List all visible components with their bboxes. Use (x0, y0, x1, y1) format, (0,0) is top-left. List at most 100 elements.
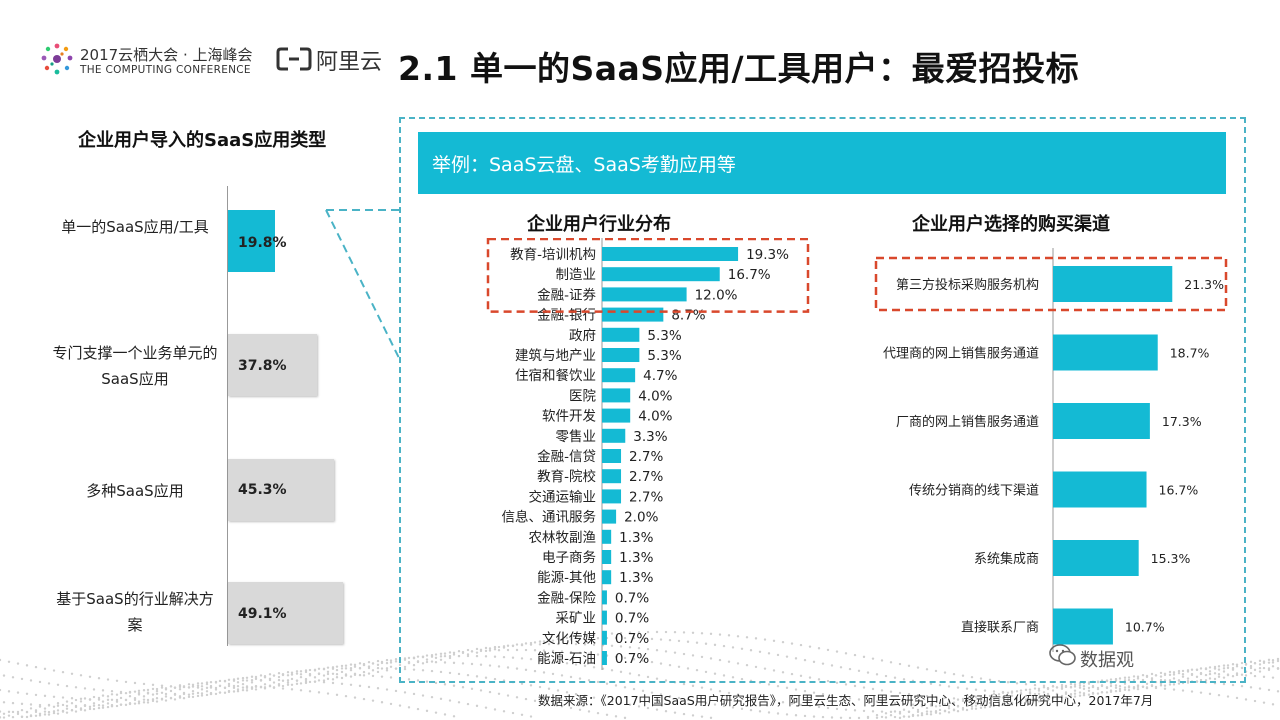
conference-logo: 2017云栖大会 · 上海峰会 THE COMPUTING CONFERENCE… (40, 40, 420, 84)
left-value-single-saas: 19.8% (238, 235, 287, 251)
industry-category-label-7: 医院 (569, 388, 597, 404)
watermark-text: 数据观 (1080, 650, 1134, 671)
channel-category-label-2: 厂商的网上销售服务通道 (896, 414, 1039, 430)
industry-bar-10 (602, 449, 622, 463)
channel-value-label-0: 21.3% (1184, 277, 1224, 292)
industry-value-label-0: 19.3% (746, 247, 789, 263)
industry-bar-6 (602, 368, 636, 383)
industry-bar-3 (602, 307, 664, 322)
industry-category-label-8: 软件开发 (542, 409, 596, 425)
industry-category-label-14: 农林牧副渔 (529, 530, 597, 546)
channel-value-label-1: 18.7% (1170, 346, 1210, 361)
left-row-label-multiple-saas: 多种SaaS应用 (86, 482, 184, 500)
industry-value-label-3: 8.7% (671, 308, 705, 324)
channel-bar-0 (1053, 266, 1173, 302)
industry-category-label-16: 能源-其他 (537, 570, 596, 586)
industry-highlight-box (486, 238, 810, 313)
industry-category-label-13: 信息、通讯服务 (502, 509, 597, 526)
channel-value-label-4: 15.3% (1151, 551, 1191, 566)
channel-bar-2 (1053, 403, 1150, 439)
industry-value-label-4: 5.3% (647, 328, 681, 344)
industry-value-label-7: 4.0% (638, 388, 672, 404)
industry-value-label-16: 1.3% (619, 570, 653, 586)
industry-category-label-18: 采矿业 (556, 611, 597, 627)
industry-bar-0 (602, 247, 739, 261)
wechat-watermark-icon (1049, 644, 1076, 666)
industry-value-label-5: 5.3% (647, 348, 681, 364)
callout-connector (325, 209, 401, 361)
channel-category-label-0: 第三方投标采购服务机构 (896, 277, 1039, 293)
industry-bar-7 (602, 388, 631, 403)
industry-value-label-2: 12.0% (695, 287, 738, 303)
industry-bar-16 (602, 570, 612, 585)
aliyun-brand-text: 阿里云 (316, 50, 383, 75)
industry-bar-18 (602, 610, 607, 625)
industry-bar-9 (602, 428, 626, 443)
industry-category-label-19: 文化传媒 (542, 631, 596, 647)
left-row-label-industry-solution: 基于SaaS的行业解决方案 (56, 590, 214, 634)
industry-category-label-15: 电子商务 (542, 550, 596, 566)
example-banner-text: 举例：SaaS云盘、SaaS考勤应用等 (432, 154, 736, 176)
industry-value-label-8: 4.0% (638, 409, 672, 425)
dotted-wave-background (0, 630, 1280, 720)
industry-bar-17 (602, 590, 607, 605)
industry-category-label-10: 金融-信贷 (537, 449, 596, 465)
industry-category-label-1: 制造业 (556, 267, 597, 283)
channel-value-label-2: 17.3% (1162, 414, 1202, 429)
data-source-note: 数据来源：《2017中国SaaS用户研究报告》，阿里云生态、阿里云研究中心、移动… (538, 693, 1154, 708)
industry-chart-title: 企业用户行业分布 (527, 214, 671, 235)
industry-category-label-12: 交通运输业 (529, 488, 597, 505)
channel-bar-3 (1053, 471, 1147, 508)
industry-category-label-3: 金融-银行 (537, 308, 596, 324)
industry-bar-4 (602, 327, 640, 342)
industry-value-label-11: 2.7% (629, 469, 663, 485)
conference-mark-icon (41, 43, 73, 75)
industry-value-label-12: 2.7% (629, 489, 663, 505)
left-bar-business-unit (228, 334, 317, 396)
channel-category-label-1: 代理商的网上销售服务通道 (883, 346, 1039, 362)
industry-bar-2 (602, 287, 687, 302)
channel-value-label-5: 10.7% (1125, 620, 1165, 635)
industry-category-label-5: 建筑与地产业 (515, 348, 596, 364)
industry-bar-5 (602, 348, 640, 362)
purchase-channel-chart: 第三方投标采购服务机构 21.3% 代理商的网上销售服务通道 18.7% 厂商的网上销售… (874, 248, 1228, 652)
industry-category-label-11: 教育-院校 (537, 468, 596, 485)
industry-value-label-19: 0.7% (615, 631, 649, 647)
industry-distribution-chart: 教育-培训机构 19.3% 制造业 16.7% 金融-证券 12.0% 金融-银行 8.7% 政… (486, 238, 810, 670)
industry-category-label-4: 政府 (569, 328, 596, 344)
industry-value-label-17: 0.7% (615, 590, 649, 606)
detail-panel (399, 117, 1246, 683)
left-bar-single-saas (228, 210, 275, 272)
industry-bar-1 (602, 267, 720, 282)
channel-highlight-box (874, 256, 1228, 312)
left-value-business-unit: 37.8% (238, 358, 287, 374)
industry-bar-20 (602, 651, 607, 665)
left-value-multiple-saas: 45.3% (238, 482, 287, 498)
industry-value-label-6: 4.7% (643, 368, 677, 384)
industry-category-label-0: 教育-培训机构 (510, 247, 596, 263)
industry-bar-12 (602, 489, 622, 504)
channel-bar-5 (1053, 608, 1113, 645)
industry-bar-14 (602, 529, 612, 544)
left-bar-multiple-saas (228, 459, 334, 521)
industry-value-label-9: 3.3% (633, 429, 667, 445)
industry-bar-15 (602, 550, 612, 564)
channel-category-label-5: 直接联系厂商 (961, 620, 1039, 636)
left-chart-title: 企业用户导入的SaaS应用类型 (78, 130, 327, 151)
industry-bar-8 (602, 408, 631, 423)
industry-category-label-17: 金融-保险 (537, 590, 596, 606)
conference-title: 2017云栖大会 · 上海峰会 (80, 46, 253, 64)
channel-value-label-3: 16.7% (1159, 483, 1199, 498)
page-title: 2.1 单一的SaaS应用/工具用户：最爱招投标 (398, 49, 1080, 88)
left-row-label-single-saas: 单一的SaaS应用/工具 (61, 218, 209, 236)
industry-category-label-20: 能源-石油 (537, 651, 596, 667)
example-banner (418, 132, 1226, 194)
industry-value-label-20: 0.7% (615, 651, 649, 667)
left-value-industry-solution: 49.1% (238, 606, 287, 622)
industry-bar-13 (602, 509, 617, 524)
industry-value-label-1: 16.7% (728, 267, 771, 283)
aliyun-logo-icon (276, 47, 312, 71)
industry-category-label-6: 住宿和餐饮业 (515, 367, 596, 384)
industry-bar-19 (602, 630, 607, 645)
left-bar-industry-solution (228, 582, 343, 644)
